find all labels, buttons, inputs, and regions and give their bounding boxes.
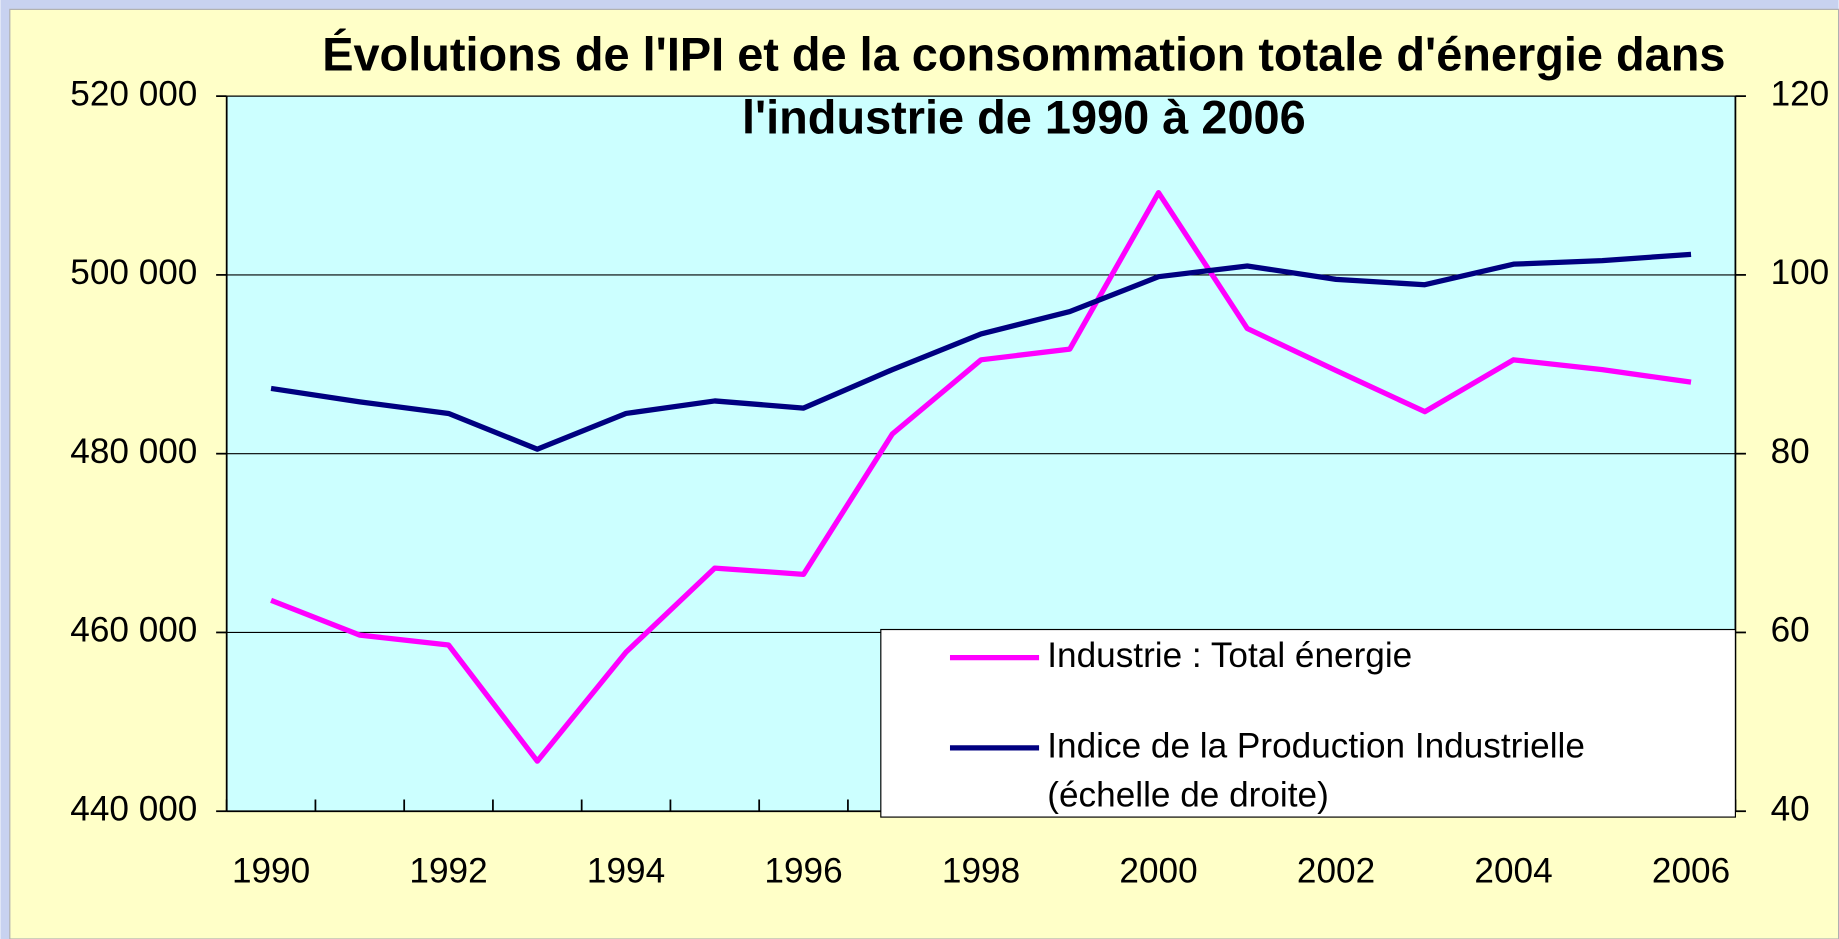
- x-tick-label: 2002: [1297, 852, 1375, 891]
- x-tick-label: 1996: [764, 852, 842, 891]
- title-box: Évolutions de l'IPI et de la consommatio…: [322, 29, 1726, 145]
- y2-tick-label: 60: [1771, 611, 1810, 650]
- x-tick-label: 1992: [409, 852, 487, 891]
- x-tick-label: 1990: [232, 852, 310, 891]
- legend-label: Industrie : Total énergie: [1047, 636, 1413, 676]
- y2-tick-label: 120: [1771, 74, 1830, 113]
- series-line: [270, 190, 1692, 764]
- x-tick-label: 2004: [1474, 852, 1552, 891]
- series-line: [270, 251, 1692, 452]
- x-tick-label: 1994: [587, 852, 665, 891]
- x-tick-label: 2006: [1652, 852, 1730, 891]
- legend-box: [880, 628, 1736, 818]
- legend-label-box: Indice de la Production Industrielle (éc…: [1047, 726, 1585, 815]
- y-tick-label: 480 000: [70, 432, 197, 471]
- y2-tick-label: 80: [1771, 432, 1810, 471]
- x-tick-label: 2000: [1119, 852, 1197, 891]
- y-tick-label: 460 000: [70, 611, 197, 650]
- y-tick-label: 520 000: [70, 74, 197, 113]
- legend-label-box: Industrie : Total énergie: [1047, 636, 1413, 676]
- legend-label: Indice de la Production Industrielle (éc…: [1047, 726, 1585, 815]
- y-tick-label: 500 000: [70, 253, 197, 292]
- x-tick-label: 1998: [942, 852, 1020, 891]
- y2-tick-label: 100: [1771, 253, 1830, 292]
- y2-tick-label: 40: [1771, 790, 1810, 829]
- chart-title: Évolutions de l'IPI et de la consommatio…: [322, 29, 1726, 145]
- y-tick-label: 440 000: [70, 790, 197, 829]
